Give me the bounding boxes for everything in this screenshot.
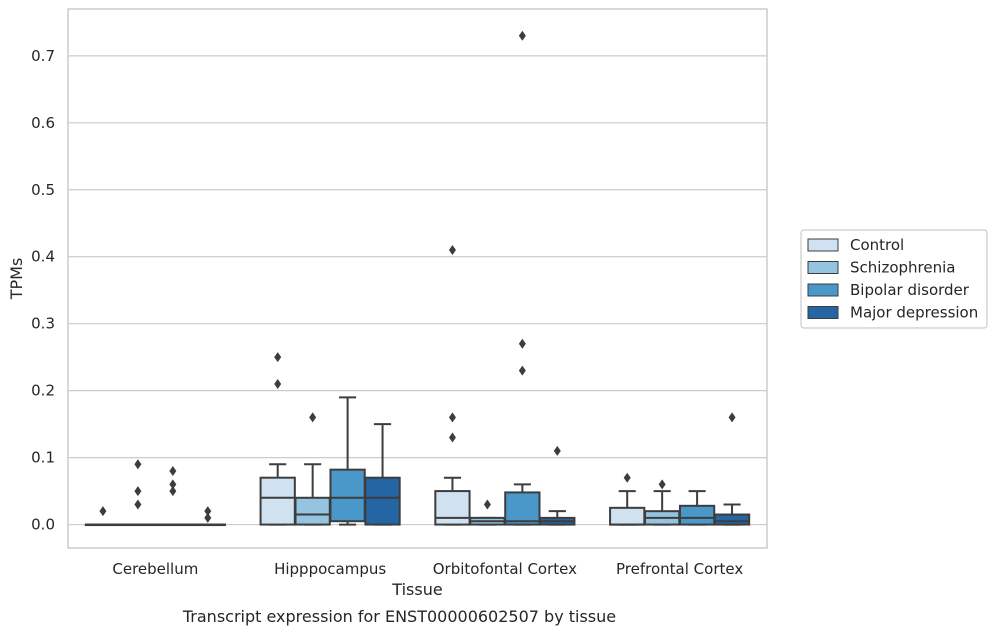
box-body — [259, 476, 296, 526]
box-body — [678, 504, 716, 526]
y-axis-title: TPMs — [7, 258, 26, 301]
x-tick-label: Cerebellum — [112, 560, 198, 578]
outlier-point — [448, 412, 456, 423]
plot-frame — [67, 8, 768, 549]
outlier-point — [99, 506, 107, 517]
y-tick-label: 0.3 — [31, 315, 55, 333]
legend: Control Schizophrenia Bipolar disorder Majo… — [800, 229, 988, 329]
x-tick-label: Orbitofontal Cortex — [433, 560, 577, 578]
outlier-point — [553, 445, 561, 456]
box-2-4 — [364, 423, 401, 526]
y-tick-label: 0.6 — [31, 114, 55, 132]
outlier-point — [518, 30, 526, 41]
outlier-point — [518, 338, 526, 349]
outlier-point — [169, 466, 177, 476]
legend-swatch — [807, 238, 839, 252]
box-2-2 — [294, 412, 331, 526]
y-tick-label: 0.0 — [31, 516, 55, 534]
box-1-3 — [154, 466, 191, 527]
legend-item-4: Major depression — [807, 304, 978, 322]
box-3-3 — [504, 30, 541, 526]
x-axis-title: Tissue — [391, 580, 442, 599]
box-groups — [84, 30, 751, 527]
y-tick-label: 0.1 — [31, 449, 55, 467]
box-body — [609, 506, 646, 526]
chart-caption: Transcript expression for ENST0000060250… — [182, 607, 616, 626]
box-body — [294, 496, 331, 526]
legend-label: Bipolar disorder — [850, 281, 970, 299]
box-body — [434, 490, 471, 526]
box-4-3 — [678, 490, 716, 526]
y-tick-label: 0.4 — [31, 248, 55, 266]
legend-item-3: Bipolar disorder — [807, 281, 970, 299]
outlier-point — [204, 506, 212, 517]
y-tick-label: 0.7 — [31, 47, 55, 65]
box-4-2 — [644, 479, 681, 526]
legend-swatch — [807, 261, 839, 274]
box-1-2 — [119, 459, 157, 527]
outlier-point — [274, 378, 282, 389]
box-2-1 — [259, 352, 296, 526]
outlier-point — [134, 486, 142, 497]
box-4-1 — [609, 472, 646, 526]
box-3-2 — [469, 499, 506, 526]
legend-swatch — [807, 283, 839, 297]
box-4-4 — [713, 412, 751, 526]
legend-label: Schizophrenia — [850, 259, 955, 277]
outlier-point — [483, 499, 491, 510]
box-body — [364, 476, 401, 526]
outlier-point — [448, 432, 456, 443]
outlier-point — [204, 512, 212, 523]
outlier-point — [623, 472, 631, 483]
outlier-point — [448, 245, 456, 256]
outlier-point — [274, 352, 282, 363]
x-tick-label: Hipppocampus — [274, 560, 386, 578]
box-body — [713, 513, 751, 526]
outlier-point — [134, 459, 142, 470]
legend-swatch — [807, 306, 839, 319]
legend-item-1: Control — [807, 236, 904, 254]
outlier-point — [728, 412, 736, 423]
box-1-4 — [189, 506, 226, 527]
legend-label: Major depression — [850, 304, 978, 322]
box-3-1 — [434, 245, 471, 526]
x-tick-labels: Cerebellum Hipppocampus Orbitofontal Corte… — [112, 560, 743, 578]
legend-label: Control — [850, 236, 904, 254]
x-tick-label: Prefrontal Cortex — [616, 560, 743, 578]
box-3-4 — [539, 445, 576, 526]
outlier-point — [658, 479, 666, 490]
box-1-1 — [84, 506, 122, 527]
outlier-point — [518, 365, 526, 376]
outlier-point — [309, 412, 317, 423]
grid-lines — [68, 55, 767, 526]
legend-frame — [800, 229, 988, 329]
legend-item-2: Schizophrenia — [807, 259, 955, 277]
y-tick-label: 0.5 — [31, 181, 55, 199]
outlier-point — [134, 499, 142, 510]
y-tick-label: 0.2 — [31, 382, 55, 400]
outlier-point — [169, 486, 177, 497]
outlier-point — [169, 479, 177, 490]
y-tick-labels: 0.0 0.1 0.2 0.3 0.4 0.5 0.6 0.7 — [31, 47, 55, 534]
box-2-3 — [329, 396, 366, 526]
box-body — [504, 491, 541, 526]
box-body — [329, 468, 366, 523]
